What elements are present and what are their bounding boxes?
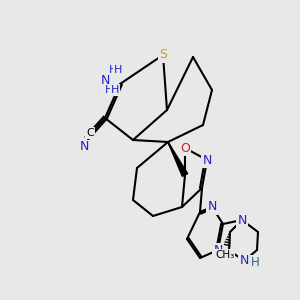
Text: C: C bbox=[86, 128, 94, 138]
Text: S: S bbox=[159, 49, 167, 62]
Text: N: N bbox=[100, 74, 110, 86]
Text: N: N bbox=[202, 154, 212, 166]
Text: H: H bbox=[105, 85, 113, 95]
Text: N: N bbox=[207, 200, 217, 214]
Text: N: N bbox=[213, 244, 223, 256]
Text: N: N bbox=[237, 214, 247, 226]
Polygon shape bbox=[168, 142, 188, 176]
Text: O: O bbox=[180, 142, 190, 154]
Text: CH₃: CH₃ bbox=[215, 250, 235, 260]
Text: H: H bbox=[251, 256, 260, 268]
Text: H: H bbox=[114, 65, 122, 75]
Text: N: N bbox=[99, 71, 108, 85]
Text: N: N bbox=[79, 140, 89, 154]
Text: N: N bbox=[239, 254, 249, 268]
Text: H: H bbox=[111, 85, 119, 95]
Text: H: H bbox=[109, 65, 117, 75]
